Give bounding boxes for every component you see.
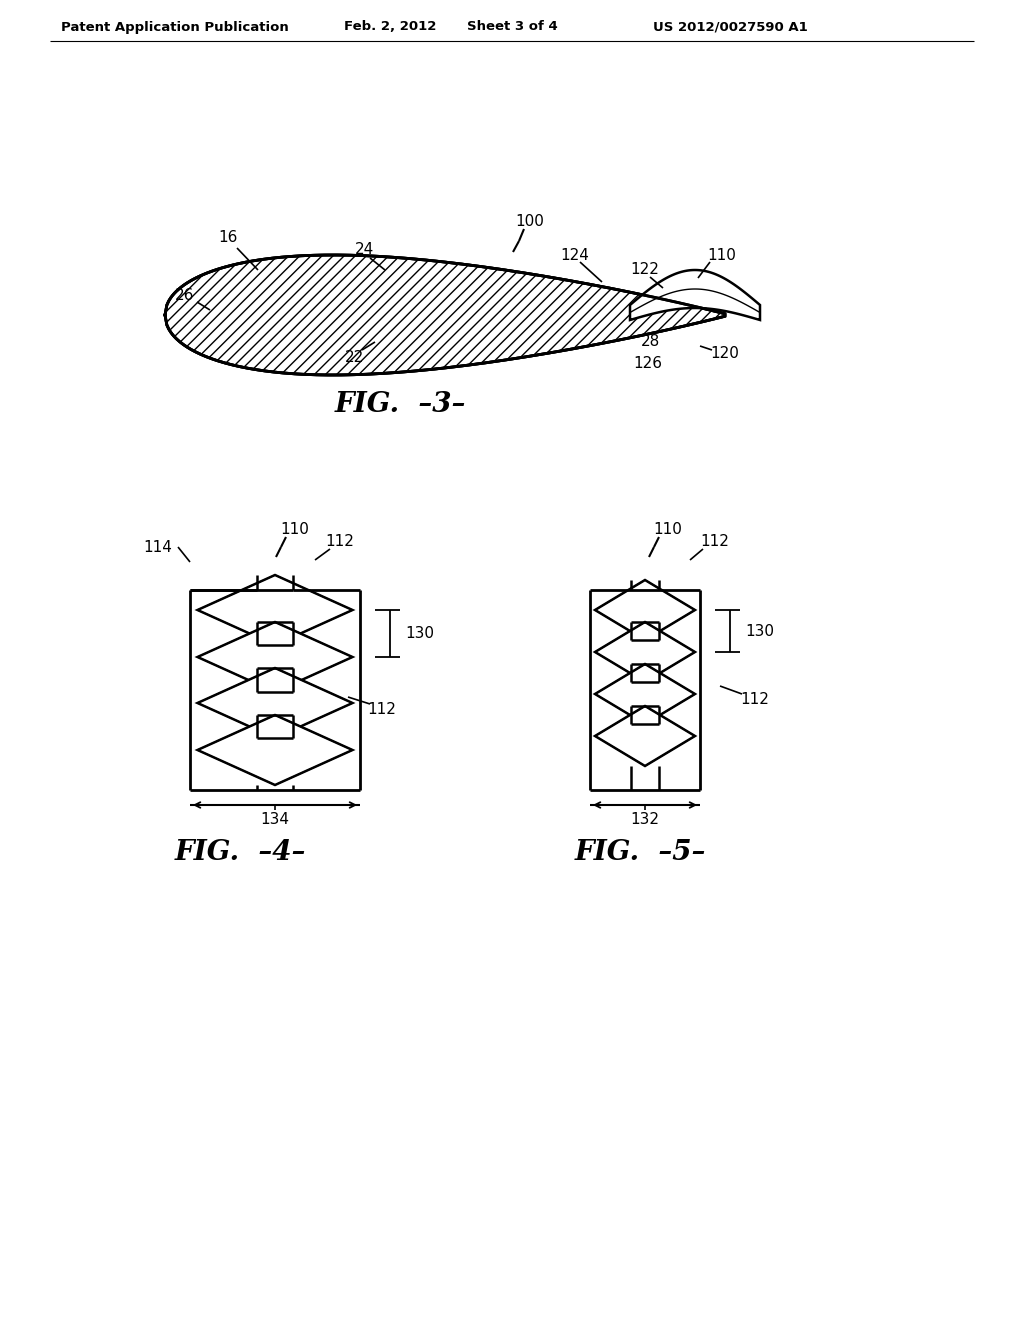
Polygon shape	[165, 255, 725, 375]
Text: 24: 24	[355, 243, 375, 257]
Text: 112: 112	[326, 535, 354, 549]
Polygon shape	[198, 715, 352, 785]
Text: Feb. 2, 2012: Feb. 2, 2012	[344, 21, 436, 33]
Polygon shape	[198, 622, 352, 692]
Text: 22: 22	[345, 350, 365, 364]
Polygon shape	[595, 706, 695, 766]
Text: 100: 100	[515, 214, 545, 230]
Text: Sheet 3 of 4: Sheet 3 of 4	[467, 21, 557, 33]
Polygon shape	[595, 622, 695, 682]
Text: FIG.  –3–: FIG. –3–	[334, 392, 466, 418]
Text: 130: 130	[745, 623, 774, 639]
Text: 120: 120	[711, 346, 739, 362]
Text: 26: 26	[175, 288, 195, 302]
Text: 122: 122	[631, 263, 659, 277]
Text: 134: 134	[260, 813, 290, 828]
Polygon shape	[595, 664, 695, 723]
Text: 112: 112	[740, 693, 769, 708]
Text: 126: 126	[634, 355, 663, 371]
Polygon shape	[198, 668, 352, 738]
Text: 16: 16	[218, 231, 238, 246]
Text: 132: 132	[631, 813, 659, 828]
Text: US 2012/0027590 A1: US 2012/0027590 A1	[652, 21, 807, 33]
Text: 112: 112	[700, 535, 729, 549]
Text: 112: 112	[368, 702, 396, 718]
Text: 124: 124	[560, 248, 590, 263]
Polygon shape	[630, 271, 760, 319]
Text: 110: 110	[653, 523, 682, 537]
Text: Patent Application Publication: Patent Application Publication	[61, 21, 289, 33]
Polygon shape	[198, 576, 352, 645]
Text: 110: 110	[708, 248, 736, 263]
Text: 130: 130	[406, 626, 434, 642]
Text: FIG.  –4–: FIG. –4–	[174, 838, 306, 866]
Polygon shape	[595, 579, 695, 640]
Text: 110: 110	[281, 523, 309, 537]
Text: 114: 114	[143, 540, 172, 554]
Text: 28: 28	[640, 334, 659, 350]
Text: FIG.  –5–: FIG. –5–	[574, 838, 706, 866]
